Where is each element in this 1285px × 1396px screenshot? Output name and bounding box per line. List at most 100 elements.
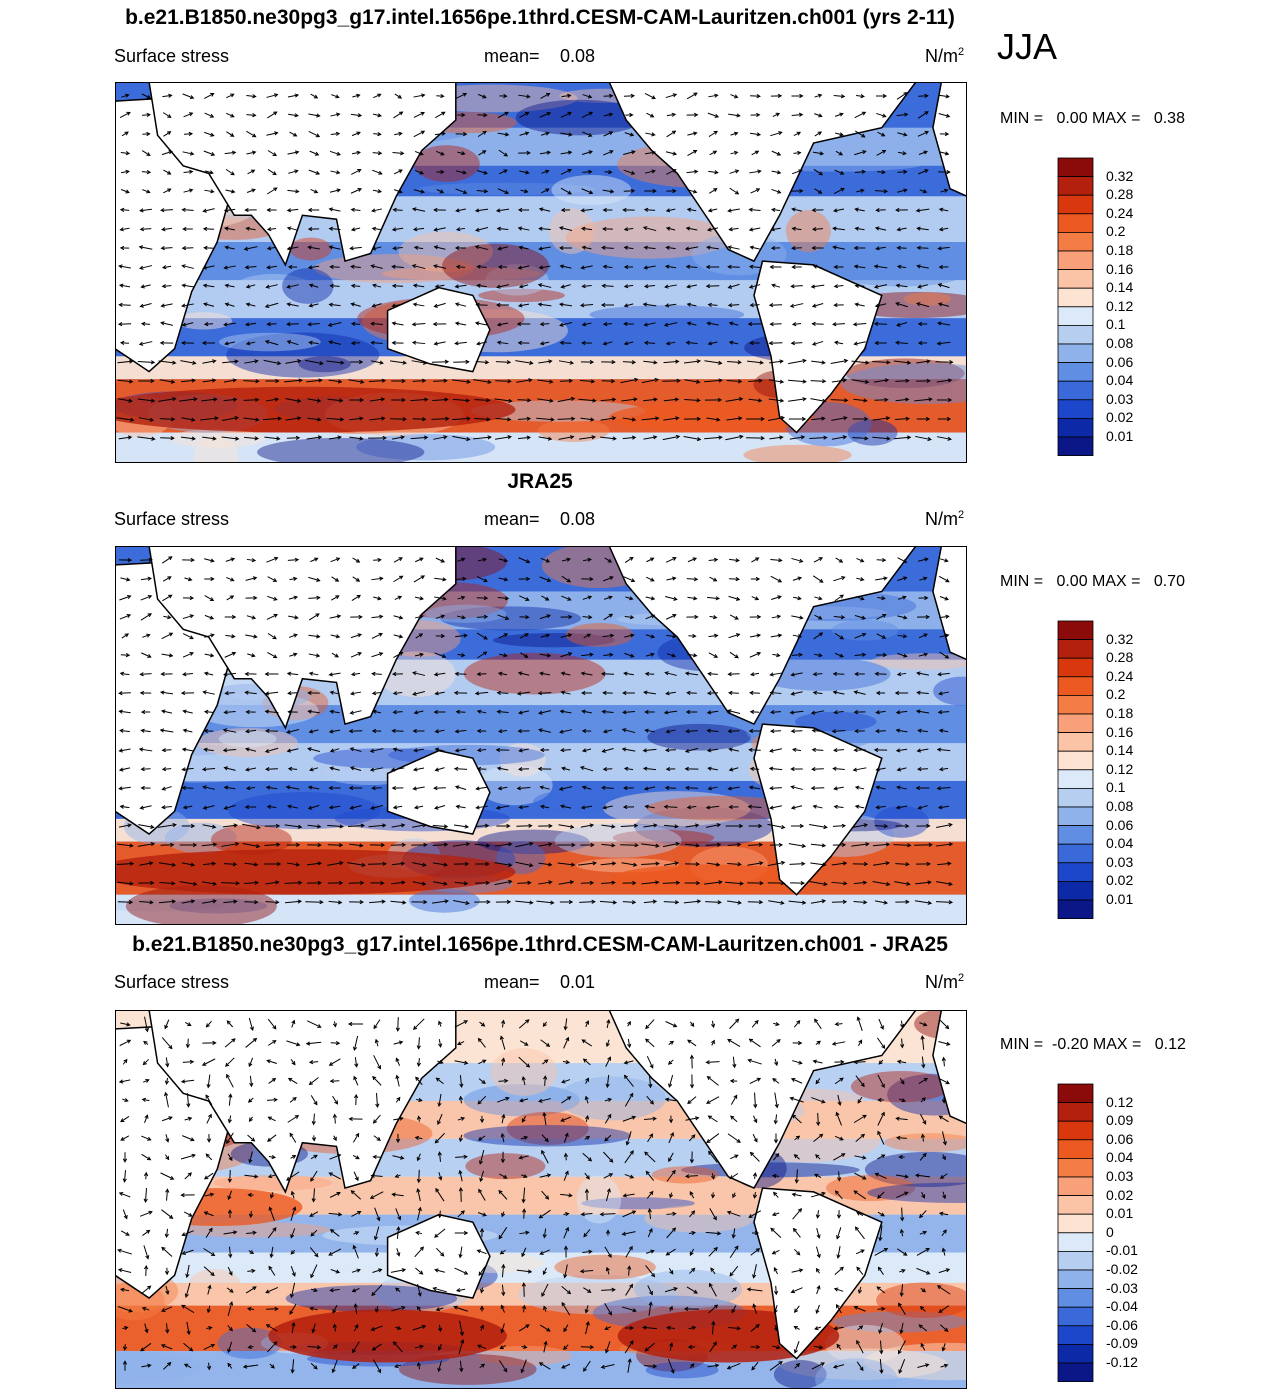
colorbar-tick-label: 0.01 <box>1106 428 1134 444</box>
colorbar-swatch <box>1057 1157 1094 1178</box>
colorbar-swatch <box>1057 657 1094 678</box>
colorbar <box>1057 1083 1094 1382</box>
colorbar-tick-label: 0.32 <box>1106 167 1134 184</box>
colorbar-swatch <box>1057 399 1094 419</box>
colorbar-swatch <box>1057 862 1094 882</box>
colorbar-swatch <box>1057 1362 1094 1382</box>
mean-value: 0.08 <box>560 46 596 66</box>
colorbar-tick-label: 0.01 <box>1106 891 1134 907</box>
colorbar-swatch <box>1057 343 1094 363</box>
colorbar-swatch <box>1057 417 1094 438</box>
colorbar-tick-label: 0.04 <box>1106 372 1134 389</box>
colorbar-tick-label: 0.08 <box>1106 335 1134 351</box>
colorbar-tick-label: 0.12 <box>1106 297 1134 314</box>
units-base: N/m <box>925 972 958 992</box>
colorbar-tick-label: 0.06 <box>1106 353 1134 370</box>
colorbar-swatch <box>1057 676 1094 696</box>
colorbar-swatch <box>1057 1343 1094 1364</box>
land-mass <box>608 546 917 726</box>
colorbar-swatch <box>1057 250 1094 270</box>
colorbar-tick-label: 0.1 <box>1106 316 1126 333</box>
colorbar-tick-label: -0.01 <box>1106 1242 1138 1259</box>
panel-title: b.e21.B1850.ne30pg3_g17.intel.1656pe.1th… <box>125 6 955 29</box>
colorbar-tick-label: 0.14 <box>1106 742 1134 759</box>
colorbar-tick-label: -0.09 <box>1106 1335 1138 1352</box>
colorbar-tick-label: 0.18 <box>1106 705 1134 721</box>
mean-label: mean= <box>484 972 540 992</box>
colorbar-swatch <box>1057 1120 1094 1141</box>
colorbar-swatch <box>1057 380 1094 401</box>
colorbar-swatch <box>1057 732 1094 752</box>
field-label: Surface stress <box>114 509 230 529</box>
colorbar-swatch <box>1057 1176 1094 1196</box>
colorbar-swatch <box>1057 825 1094 845</box>
panel-title: JRA25 <box>507 470 573 493</box>
colorbar-tick-label: 0.12 <box>1106 760 1134 777</box>
units-label: N/m2 <box>925 972 964 993</box>
land-mass <box>386 1213 491 1299</box>
wind-vectors <box>117 1016 951 1374</box>
colorbar-tick-label: 0.02 <box>1106 872 1134 889</box>
colorbar-swatch <box>1057 620 1094 640</box>
colorbar-swatch <box>1057 639 1094 659</box>
map-plot <box>115 82 967 463</box>
colorbar-tick-label: -0.12 <box>1106 1354 1138 1370</box>
colorbar-swatch <box>1057 1325 1094 1345</box>
colorbar-tick-label: -0.03 <box>1106 1279 1138 1296</box>
colorbar-tick-label: 0.04 <box>1106 1149 1134 1166</box>
field-label: Surface stress <box>114 972 230 992</box>
colorbar-tick-label: 0.32 <box>1106 630 1134 647</box>
colorbar-swatch <box>1057 269 1094 289</box>
colorbar-swatch <box>1057 436 1094 456</box>
land-mass <box>148 82 457 267</box>
units-exponent: 2 <box>958 972 965 984</box>
colorbar-tick-label: 0.09 <box>1106 1112 1134 1129</box>
land-mass <box>386 749 491 835</box>
colorbar-tick-label: 0.18 <box>1106 242 1134 258</box>
land-mass <box>148 546 457 730</box>
colorbar-swatch <box>1057 1288 1094 1308</box>
land-mass <box>148 1010 457 1194</box>
colorbar-tick-label: -0.02 <box>1106 1261 1138 1277</box>
colorbar-tick-label: 0.04 <box>1106 835 1134 852</box>
land-mass <box>932 1010 967 1125</box>
map-plot <box>115 546 967 925</box>
colorbar-swatch <box>1057 843 1094 864</box>
units-label: N/m2 <box>925 509 964 530</box>
colorbar-swatch <box>1057 1250 1094 1271</box>
land-mass <box>608 82 917 263</box>
colorbar-tick-label: 0.16 <box>1106 723 1134 740</box>
land-mass <box>753 1187 883 1360</box>
land-mass <box>753 723 883 896</box>
colorbar-swatch <box>1057 880 1094 901</box>
colorbar-tick-label: 0 <box>1106 1223 1114 1240</box>
colorbar-tick-label: 0.2 <box>1106 686 1126 703</box>
units-exponent: 2 <box>958 46 965 58</box>
colorbar-swatch <box>1057 176 1094 196</box>
colorbar-swatch <box>1057 194 1094 215</box>
units-label: N/m2 <box>925 46 964 67</box>
colorbar-swatch <box>1057 231 1094 252</box>
colorbar-swatch <box>1057 1269 1094 1289</box>
colorbar-tick-label: 0.03 <box>1106 390 1134 407</box>
units-base: N/m <box>925 46 958 66</box>
colorbar-tick-label: 0.06 <box>1106 816 1134 833</box>
colorbar-swatch <box>1057 362 1094 382</box>
units-base: N/m <box>925 509 958 529</box>
colorbar-swatch <box>1057 157 1094 177</box>
colorbar-tick-label: 0.02 <box>1106 1186 1134 1203</box>
colorbar-swatch <box>1057 1213 1094 1234</box>
season-label: JJA <box>997 26 1058 67</box>
mean-label: mean= <box>484 46 540 66</box>
wind-vectors <box>116 556 954 906</box>
colorbar-swatch <box>1057 1306 1094 1327</box>
mean-value: 0.01 <box>560 972 596 992</box>
colorbar-swatch <box>1057 1083 1094 1103</box>
colorbar-tick-label: 0.03 <box>1106 853 1134 870</box>
colorbar-tick-label: 0.12 <box>1106 1093 1134 1110</box>
land-mass <box>608 1010 917 1190</box>
colorbar-tick-label: 0.24 <box>1106 667 1134 684</box>
units-exponent: 2 <box>958 509 965 521</box>
colorbar-swatch <box>1057 750 1094 771</box>
min-max-label: MIN = 0.00 MAX = 0.70 <box>1000 573 1185 590</box>
